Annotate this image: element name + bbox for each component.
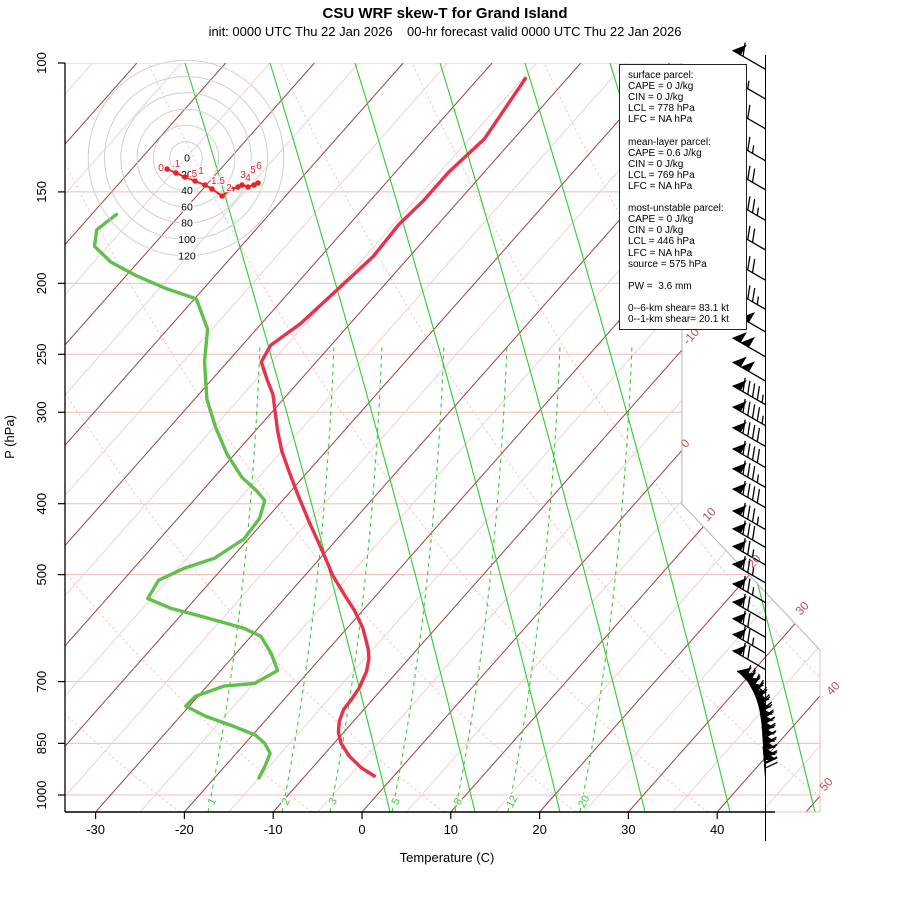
profile-curves xyxy=(92,76,528,780)
svg-text:.1: .1 xyxy=(172,159,181,170)
info-line: CAPE = 0 J/kg xyxy=(628,81,694,93)
x-axis-title: Temperature (C) xyxy=(400,850,495,865)
svg-text:10: 10 xyxy=(699,504,719,524)
info-line: LCL = 769 hPa xyxy=(628,169,695,181)
info-line: PW = 3.6 mm xyxy=(628,280,692,292)
svg-text:100: 100 xyxy=(178,234,196,246)
chart-title: CSU WRF skew-T for Grand Island xyxy=(322,5,567,22)
svg-text:0: 0 xyxy=(678,436,693,451)
svg-text:250: 250 xyxy=(34,343,49,365)
info-line: CIN = 0 J/kg xyxy=(628,225,684,237)
svg-text:50: 50 xyxy=(816,774,836,794)
svg-text:5: 5 xyxy=(250,165,256,176)
info-line: CIN = 0 J/kg xyxy=(628,92,684,104)
info-line: CAPE = 0 J/kg xyxy=(628,214,694,226)
svg-text:-30: -30 xyxy=(86,822,105,837)
svg-text:850: 850 xyxy=(34,732,49,754)
svg-text:30: 30 xyxy=(621,822,635,837)
y-axis-title: P (hPa) xyxy=(2,415,17,459)
svg-text:1: 1 xyxy=(198,166,204,177)
info-line: CAPE = 0.6 J/kg xyxy=(628,147,702,159)
svg-text:150: 150 xyxy=(34,181,49,203)
svg-text:0: 0 xyxy=(184,153,190,165)
info-line: source = 575 hPa xyxy=(628,258,707,270)
info-line: surface parcel: xyxy=(628,70,694,81)
svg-text:300: 300 xyxy=(34,401,49,423)
parcel-info-box: surface parcel: CAPE = 0 J/kg CIN = 0 J/kg… xyxy=(619,64,747,331)
info-line: most-unstable parcel: xyxy=(628,203,724,215)
info-line xyxy=(628,270,744,281)
svg-text:-10: -10 xyxy=(264,822,283,837)
svg-text:2: 2 xyxy=(226,183,232,194)
svg-text:100: 100 xyxy=(34,52,49,74)
svg-text:700: 700 xyxy=(34,671,49,693)
info-line: 0--1-km shear= 20.1 kt xyxy=(628,314,729,326)
info-line: LFC = NA hPa xyxy=(628,180,693,192)
svg-text:6: 6 xyxy=(256,161,262,172)
svg-text:60: 60 xyxy=(181,201,193,213)
svg-text:5: 5 xyxy=(390,796,403,807)
chart-subtitle: init: 0000 UTC Thu 22 Jan 2026 00-hr for… xyxy=(209,24,682,39)
svg-text:80: 80 xyxy=(181,218,193,230)
svg-text:3: 3 xyxy=(240,170,246,181)
svg-text:0: 0 xyxy=(158,163,164,174)
svg-text:10: 10 xyxy=(444,822,458,837)
info-line: LFC = NA hPa xyxy=(628,247,693,259)
info-line: LCL = 446 hPa xyxy=(628,236,695,248)
svg-text:.5: .5 xyxy=(189,169,198,180)
info-line xyxy=(628,192,744,203)
svg-text:0: 0 xyxy=(358,822,365,837)
info-line xyxy=(628,292,744,303)
svg-text:1000: 1000 xyxy=(34,781,49,810)
svg-text:500: 500 xyxy=(34,564,49,586)
svg-text:120: 120 xyxy=(178,250,196,262)
info-line: LFC = NA hPa xyxy=(628,114,693,126)
svg-text:400: 400 xyxy=(34,493,49,515)
svg-text:1: 1 xyxy=(206,796,219,807)
info-line: 0--6-km shear= 83.1 kt xyxy=(628,302,729,314)
svg-text:3: 3 xyxy=(327,796,340,807)
svg-text:200: 200 xyxy=(34,273,49,295)
svg-text:-20: -20 xyxy=(175,822,194,837)
svg-text:30: 30 xyxy=(792,598,812,618)
info-line: LCL = 778 hPa xyxy=(628,103,695,115)
info-line xyxy=(628,125,744,136)
svg-text:12: 12 xyxy=(504,793,520,809)
svg-text:20: 20 xyxy=(576,793,592,809)
background-grid xyxy=(65,63,820,812)
svg-text:20: 20 xyxy=(532,822,546,837)
svg-text:4: 4 xyxy=(245,173,251,184)
info-line: CIN = 0 J/kg xyxy=(628,158,684,170)
info-line: mean-layer parcel: xyxy=(628,136,711,148)
svg-text:40: 40 xyxy=(823,678,843,698)
svg-text:1.5: 1.5 xyxy=(211,176,225,187)
svg-text:40: 40 xyxy=(181,185,193,197)
svg-text:40: 40 xyxy=(710,822,724,837)
